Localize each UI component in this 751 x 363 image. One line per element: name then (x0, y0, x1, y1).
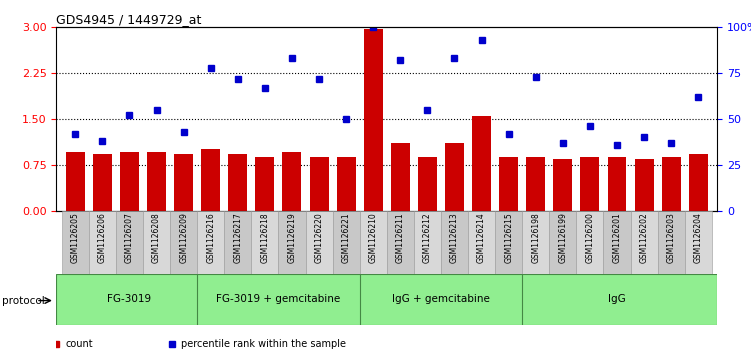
Text: GSM1126216: GSM1126216 (207, 212, 216, 263)
Bar (93, 154, 112, 211)
Bar (116, 211, 143, 274)
Text: GSM1126207: GSM1126207 (125, 212, 134, 263)
Bar (170, 211, 198, 274)
Text: count: count (65, 339, 93, 349)
Text: GSM1126202: GSM1126202 (640, 212, 649, 263)
Bar (549, 211, 576, 274)
Bar (662, 157, 680, 211)
Bar (282, 152, 301, 211)
Text: FG-3019: FG-3019 (107, 294, 152, 305)
Bar (387, 211, 414, 274)
Bar (495, 211, 522, 274)
Bar (363, 29, 383, 211)
Text: GSM1126221: GSM1126221 (342, 212, 351, 263)
Bar (689, 154, 707, 211)
Text: GSM1126199: GSM1126199 (558, 212, 567, 263)
Bar (143, 211, 170, 274)
Bar (252, 211, 279, 274)
Bar (685, 211, 712, 274)
Bar (418, 157, 437, 211)
Bar (279, 211, 306, 274)
Text: GSM1126204: GSM1126204 (694, 212, 703, 263)
Bar (201, 150, 220, 211)
Bar (360, 211, 387, 274)
Text: GSM1126213: GSM1126213 (450, 212, 459, 263)
Bar (333, 211, 360, 274)
Text: GSM1126200: GSM1126200 (585, 212, 594, 263)
Bar (635, 159, 653, 211)
Text: GSM1126201: GSM1126201 (613, 212, 622, 263)
Bar (147, 152, 166, 211)
Bar (414, 211, 441, 274)
Text: GSM1126214: GSM1126214 (477, 212, 486, 263)
Bar (472, 116, 491, 211)
Text: GSM1126218: GSM1126218 (261, 212, 270, 263)
Bar (336, 157, 356, 211)
Bar (309, 157, 328, 211)
Bar (62, 211, 89, 274)
Bar (526, 157, 545, 211)
Text: GSM1126210: GSM1126210 (369, 212, 378, 263)
Bar (522, 211, 549, 274)
Bar (89, 211, 116, 274)
Text: GSM1126220: GSM1126220 (315, 212, 324, 263)
Bar (445, 143, 464, 211)
Text: GSM1126208: GSM1126208 (152, 212, 161, 263)
Text: GSM1126203: GSM1126203 (667, 212, 676, 263)
Text: GSM1126212: GSM1126212 (423, 212, 432, 263)
Bar (225, 211, 252, 274)
Text: GSM1126215: GSM1126215 (504, 212, 513, 263)
Text: GSM1126209: GSM1126209 (179, 212, 189, 263)
Bar (499, 157, 518, 211)
Bar (553, 159, 572, 211)
Text: percentile rank within the sample: percentile rank within the sample (181, 339, 346, 349)
Text: GSM1126219: GSM1126219 (288, 212, 297, 263)
Bar (604, 211, 631, 274)
Text: GSM1126217: GSM1126217 (234, 212, 243, 263)
Bar (174, 154, 193, 211)
Bar (306, 211, 333, 274)
Bar (66, 152, 85, 211)
Text: GDS4945 / 1449729_at: GDS4945 / 1449729_at (56, 13, 202, 26)
Text: GSM1126206: GSM1126206 (98, 212, 107, 263)
Bar (658, 211, 685, 274)
Bar (120, 152, 139, 211)
Text: GSM1126198: GSM1126198 (531, 212, 540, 263)
Bar (228, 154, 247, 211)
Bar (576, 211, 604, 274)
Text: IgG: IgG (608, 294, 626, 305)
Bar (441, 211, 468, 274)
Bar (631, 211, 658, 274)
Bar (198, 211, 225, 274)
Text: GSM1126205: GSM1126205 (71, 212, 80, 263)
Text: GSM1126211: GSM1126211 (396, 212, 405, 263)
Text: protocol: protocol (2, 295, 45, 306)
Bar (391, 143, 410, 211)
Bar (581, 157, 599, 211)
Bar (255, 157, 274, 211)
Bar (608, 157, 626, 211)
Bar (468, 211, 495, 274)
Text: FG-3019 + gemcitabine: FG-3019 + gemcitabine (216, 294, 340, 305)
Text: IgG + gemcitabine: IgG + gemcitabine (392, 294, 490, 305)
